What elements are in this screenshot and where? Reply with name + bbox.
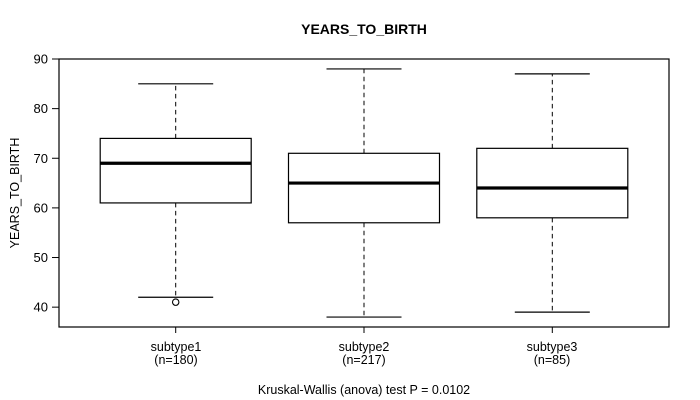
x-category-label-subtype2: subtype2 (n=217) bbox=[294, 341, 434, 367]
y-tick-label: 60 bbox=[34, 200, 48, 215]
iqr-box bbox=[99, 137, 252, 204]
y-tick-label: 90 bbox=[34, 52, 48, 67]
category-name: subtype2 bbox=[338, 340, 390, 354]
category-name: subtype1 bbox=[150, 340, 202, 354]
category-name: subtype3 bbox=[526, 340, 578, 354]
y-tick-label: 40 bbox=[34, 300, 48, 315]
y-tick-label: 70 bbox=[34, 151, 48, 166]
category-count: (n=217) bbox=[342, 353, 386, 367]
statistical-test-annotation: Kruskal-Wallis (anova) test P = 0.0102 bbox=[257, 383, 471, 397]
category-count: (n=180) bbox=[154, 353, 198, 367]
iqr-box bbox=[476, 147, 629, 219]
x-category-label-subtype3: subtype3 (n=85) bbox=[482, 341, 622, 367]
y-tick-label: 80 bbox=[34, 101, 48, 116]
chart-title: YEARS_TO_BIRTH bbox=[301, 21, 427, 37]
x-category-label-subtype1: subtype1 (n=180) bbox=[106, 341, 246, 367]
iqr-box bbox=[287, 152, 441, 224]
y-tick-label: 50 bbox=[34, 250, 48, 265]
category-count: (n=85) bbox=[533, 353, 571, 367]
outlier-point bbox=[171, 298, 180, 306]
